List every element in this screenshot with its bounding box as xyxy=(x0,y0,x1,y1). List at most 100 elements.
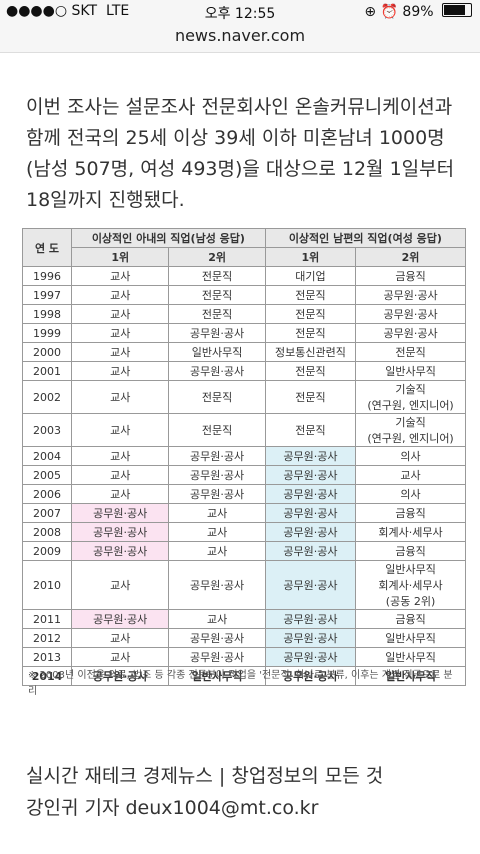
wife-rank2-cell: 공무원·공사 xyxy=(168,361,266,381)
wife-rank2-cell: 공무원·공사 xyxy=(168,484,266,504)
husband-rank1-cell: 전문직 xyxy=(264,323,357,343)
table-row: 2012 교사 공무원·공사 공무원·공사 일반사무직 xyxy=(22,628,466,648)
table-row: 2013 교사 공무원·공사 공무원·공사 일반사무직 xyxy=(22,647,466,667)
wife-rank2-cell: 전문직 xyxy=(168,266,266,286)
wife-rank1-cell: 공무원·공사 xyxy=(70,609,170,629)
status-right: ⊕ ⏰ 89% xyxy=(364,3,472,20)
rank2-header: 2위 xyxy=(168,247,266,267)
network-label: LTE xyxy=(105,3,130,19)
wife-rank1-cell: 교사 xyxy=(70,285,170,305)
alarm-icon: ⏰ xyxy=(380,4,398,20)
husband-rank2-cell: 기술직 (연구원, 엔지니어) xyxy=(355,380,466,414)
wife-rank1-cell: 공무원·공사 xyxy=(70,522,170,542)
reporter-byline[interactable]: 강인귀 기자 deux1004@mt.co.kr xyxy=(26,797,319,819)
address-bar[interactable]: news.naver.com xyxy=(0,22,480,53)
husband-rank1-cell: 공무원·공사 xyxy=(264,628,357,648)
table-row: 1997 교사 전문직 전문직 공무원·공사 xyxy=(22,285,466,305)
carrier-label: ●●●●○ SKT xyxy=(6,3,98,19)
table-row: 2008 공무원·공사 교사 공무원·공사 회계사·세무사 xyxy=(22,522,466,542)
year-cell: 2000 xyxy=(22,342,72,362)
husband-rank1-cell: 공무원·공사 xyxy=(264,560,357,610)
husband-rank1-cell: 공무원·공사 xyxy=(264,666,357,686)
wife-rank2-cell: 공무원·공사 xyxy=(168,465,266,485)
husband-rank2-cell: 공무원·공사 xyxy=(355,285,466,305)
wife-rank1-cell: 공무원·공사 xyxy=(70,503,170,523)
article-paragraph: 이번 조사는 설문조사 전문회사인 온솔커뮤니케이션과 함께 전국의 25세 이… xyxy=(26,96,455,211)
wife-rank1-cell: 교사 xyxy=(70,323,170,343)
wife-rank1-cell: 교사 xyxy=(70,361,170,381)
wife-rank2-cell: 전문직 xyxy=(168,413,266,447)
year-cell: 1998 xyxy=(22,304,72,324)
husband-rank1-cell: 대기업 xyxy=(264,266,357,286)
table-row: 2014 공무원·공사 일반사무직 공무원·공사 일반사무직 xyxy=(22,666,466,686)
wife-rank2-cell: 교사 xyxy=(168,541,266,561)
husband-rank2-cell: 금융직 xyxy=(355,266,466,286)
battery-percent: 89% xyxy=(402,4,434,20)
husband-rank1-cell: 공무원·공사 xyxy=(264,609,357,629)
husband-rank1-cell: 공무원·공사 xyxy=(264,446,357,466)
year-cell: 2004 xyxy=(22,446,72,466)
wife-rank1-cell: 공무원·공사 xyxy=(70,666,170,686)
carrier-signal: ●●●●○ SKT LTE xyxy=(6,3,129,19)
husband-rank1-cell: 공무원·공사 xyxy=(264,541,357,561)
rank2-header: 2위 xyxy=(355,247,466,267)
wife-rank2-cell: 전문직 xyxy=(168,304,266,324)
wife-rank1-cell: 교사 xyxy=(70,560,170,610)
year-cell: 2009 xyxy=(22,541,72,561)
table-row: 2004 교사 공무원·공사 공무원·공사 의사 xyxy=(22,446,466,466)
year-cell: 2001 xyxy=(22,361,72,381)
husband-rank1-cell: 전문직 xyxy=(264,285,357,305)
year-cell: 2007 xyxy=(22,503,72,523)
husband-rank1-cell: 정보통신관련직 xyxy=(264,342,357,362)
husband-rank1-cell: 전문직 xyxy=(264,361,357,381)
year-cell: 1999 xyxy=(22,323,72,343)
year-cell: 2006 xyxy=(22,484,72,504)
wife-rank2-cell: 공무원·공사 xyxy=(168,323,266,343)
wife-rank2-cell: 공무원·공사 xyxy=(168,647,266,667)
table-row: 2007 공무원·공사 교사 공무원·공사 금융직 xyxy=(22,503,466,523)
wife-rank2-cell: 공무원·공사 xyxy=(168,446,266,466)
table-row: 2009 공무원·공사 교사 공무원·공사 금융직 xyxy=(22,541,466,561)
wife-rank1-cell: 교사 xyxy=(70,647,170,667)
year-cell: 2012 xyxy=(22,628,72,648)
husband-rank2-cell: 일반사무직 xyxy=(355,647,466,667)
table-row: 1996 교사 전문직 대기업 금융직 xyxy=(22,266,466,286)
year-cell: 1996 xyxy=(22,266,72,286)
year-cell: 1997 xyxy=(22,285,72,305)
husband-rank2-cell: 의사 xyxy=(355,484,466,504)
wife-rank1-cell: 교사 xyxy=(70,380,170,414)
year-header: 연 도 xyxy=(22,228,72,267)
rank1-header: 1위 xyxy=(264,247,357,267)
husband-rank2-cell: 공무원·공사 xyxy=(355,323,466,343)
wife-group-header: 이상적인 아내의 직업(남성 응답) xyxy=(71,228,266,248)
table-row: 1999 교사 공무원·공사 전문직 공무원·공사 xyxy=(22,323,466,343)
url-text[interactable]: news.naver.com xyxy=(174,26,306,45)
wife-rank2-cell: 일반사무직 xyxy=(168,666,266,686)
husband-rank1-cell: 전문직 xyxy=(264,304,357,324)
wife-rank2-cell: 일반사무직 xyxy=(168,342,266,362)
wife-rank1-cell: 교사 xyxy=(70,304,170,324)
year-cell: 2005 xyxy=(22,465,72,485)
husband-rank2-cell: 일반사무직 회계사·세무사 (공동 2위) xyxy=(355,560,466,610)
wife-rank2-cell: 교사 xyxy=(168,522,266,542)
year-cell: 2008 xyxy=(22,522,72,542)
table-footnote: ※ 2003년 이전은 의료, 법조 등 각종 전문분야 직업을 '전문직' 하… xyxy=(28,670,453,697)
wife-rank2-cell: 공무원·공사 xyxy=(168,560,266,610)
husband-rank2-cell: 일반사무직 xyxy=(355,361,466,381)
status-bar: ●●●●○ SKT LTE 오후 12:55 ⊕ ⏰ 89% xyxy=(0,0,480,22)
husband-rank2-cell: 공무원·공사 xyxy=(355,304,466,324)
rotation-lock-icon: ⊕ xyxy=(364,4,377,20)
husband-rank1-cell: 공무원·공사 xyxy=(264,522,357,542)
husband-rank1-cell: 공무원·공사 xyxy=(264,503,357,523)
wife-rank1-cell: 교사 xyxy=(70,266,170,286)
wife-rank1-cell: 교사 xyxy=(70,342,170,362)
husband-rank2-cell: 의사 xyxy=(355,446,466,466)
wife-rank2-cell: 전문직 xyxy=(168,285,266,305)
wife-rank1-cell: 교사 xyxy=(70,446,170,466)
table-row: 2010 교사 공무원·공사 공무원·공사 일반사무직 회계사·세무사 (공동 2위) xyxy=(22,560,466,610)
status-time: 오후 12:55 xyxy=(204,6,276,22)
wife-rank2-cell: 전문직 xyxy=(168,380,266,414)
table-row: 2000 교사 일반사무직 정보통신관련직 전문직 xyxy=(22,342,466,362)
husband-rank2-cell: 기술직 (연구원, 엔지니어) xyxy=(355,413,466,447)
husband-rank2-cell: 일반사무직 xyxy=(355,666,466,686)
